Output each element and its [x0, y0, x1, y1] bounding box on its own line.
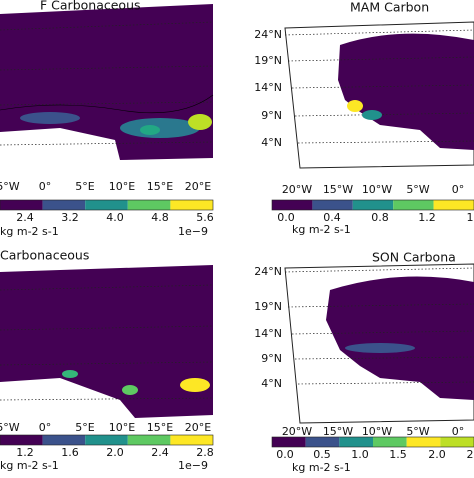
colorbar-unit: kg m-2 s-1	[0, 225, 59, 238]
map	[284, 263, 474, 424]
lon-label: 10°E	[109, 421, 135, 434]
colorbar-tick-label: 2.8	[196, 446, 214, 459]
map	[284, 21, 474, 169]
colorbar-tick-label: 1.0	[351, 448, 369, 461]
colorbar-segment	[373, 437, 407, 447]
colorbar-tick-label: 1.2	[418, 211, 436, 224]
colorbar-unit: kg m-2 s-1	[0, 459, 59, 472]
colorbar-segment	[305, 437, 340, 447]
lat-label: 9°N	[261, 352, 282, 365]
lat-label: 24°N	[254, 28, 282, 41]
colorbar-tick-label: 4.0	[106, 211, 124, 224]
colorbar-tick-label: 1	[467, 211, 474, 224]
map	[0, 4, 214, 160]
lon-label: 5°W	[406, 425, 429, 438]
colorbar-segment	[433, 200, 474, 210]
colorbar-tick-label: 1.5	[389, 448, 407, 461]
lon-label: 5°E	[75, 180, 94, 193]
lon-label: 5°W	[0, 180, 20, 193]
lat-label: 19°N	[254, 300, 282, 313]
panel-title: Carbonaceous	[0, 248, 89, 263]
lon-label: 10°E	[109, 180, 135, 193]
colorbar-segment	[312, 200, 353, 210]
lon-label: 15°E	[147, 180, 173, 193]
colorbar-frame	[0, 434, 214, 446]
lon-label: 20°E	[185, 421, 211, 434]
colorbar-tick-label: 2.4	[151, 446, 169, 459]
lon-label: 10°W	[362, 425, 392, 438]
map	[0, 265, 214, 418]
colorbar-segment	[406, 437, 441, 447]
colorbar-tick-label: 2.0	[106, 446, 124, 459]
lat-label: 9°N	[261, 109, 282, 122]
panel-title: MAM Carbon	[350, 0, 429, 15]
colorbar-segment	[272, 200, 313, 210]
colorbar-tick-label: 1.2	[16, 446, 34, 459]
colorbar-segment	[85, 435, 128, 445]
lon-label: 0°	[452, 183, 465, 196]
lon-label: 5°W	[406, 183, 429, 196]
colorbar-tick-label: 4.8	[151, 211, 169, 224]
colorbar-segment	[42, 435, 86, 445]
colorbar-frame	[271, 199, 474, 211]
lon-label: 10°W	[362, 183, 392, 196]
colorbar-tick-label: 0.8	[371, 211, 389, 224]
colorbar-segment	[393, 200, 434, 210]
lat-label: 4°N	[261, 136, 282, 149]
colorbar-exponent: 1e−9	[178, 225, 208, 238]
colorbar-tick-label: 2	[467, 448, 474, 461]
lon-label: 5°E	[75, 421, 94, 434]
colorbar-segment	[339, 437, 373, 447]
lon-label: 0°	[39, 421, 52, 434]
colorbar-segment	[170, 435, 213, 445]
colorbar-tick-label: 0.0	[276, 448, 294, 461]
colorbar-tick-label: 2.4	[16, 211, 34, 224]
colorbar-segment	[352, 200, 394, 210]
colorbar-segment	[170, 200, 213, 210]
colorbar-segment	[85, 200, 128, 210]
colorbar-segment	[127, 200, 171, 210]
colorbar-exponent: 1e−9	[178, 459, 208, 472]
lon-label: 15°W	[323, 425, 353, 438]
panel-title: F Carbonaceous	[40, 0, 141, 13]
lat-label: 19°N	[254, 54, 282, 67]
colorbar-segment	[0, 200, 43, 210]
lat-label: 4°N	[261, 377, 282, 390]
colorbar-tick-label: 2.0	[428, 448, 446, 461]
colorbar-segment	[0, 435, 43, 445]
panel-title: SON Carbona	[372, 250, 456, 265]
colorbar-segment	[42, 200, 86, 210]
lon-label: 20°E	[185, 180, 211, 193]
colorbar-tick-label: 1.6	[61, 446, 79, 459]
colorbar-segment	[272, 437, 306, 447]
colorbar-frame	[271, 436, 474, 448]
lat-label: 14°N	[254, 327, 282, 340]
lon-label: 15°E	[147, 421, 173, 434]
lon-label: 0°	[452, 425, 465, 438]
colorbar-unit: kg m-2 s-1	[292, 461, 351, 474]
colorbar-tick-label: 5.6	[196, 211, 214, 224]
lon-label: 20°W	[282, 425, 312, 438]
colorbar-tick-label: 0.0	[277, 211, 295, 224]
lat-label: 24°N	[254, 265, 282, 278]
lat-label: 14°N	[254, 81, 282, 94]
lon-label: 5°W	[0, 421, 20, 434]
colorbar-segment	[127, 435, 171, 445]
colorbar-tick-label: 3.2	[61, 211, 79, 224]
colorbar-segment	[440, 437, 474, 447]
lon-label: 0°	[39, 180, 52, 193]
lon-label: 15°W	[323, 183, 353, 196]
colorbar-unit: kg m-2 s-1	[292, 223, 351, 236]
lon-label: 20°W	[282, 183, 312, 196]
colorbar-tick-label: 0.4	[323, 211, 341, 224]
colorbar-tick-label: 0.5	[313, 448, 331, 461]
colorbar-frame	[0, 199, 214, 211]
